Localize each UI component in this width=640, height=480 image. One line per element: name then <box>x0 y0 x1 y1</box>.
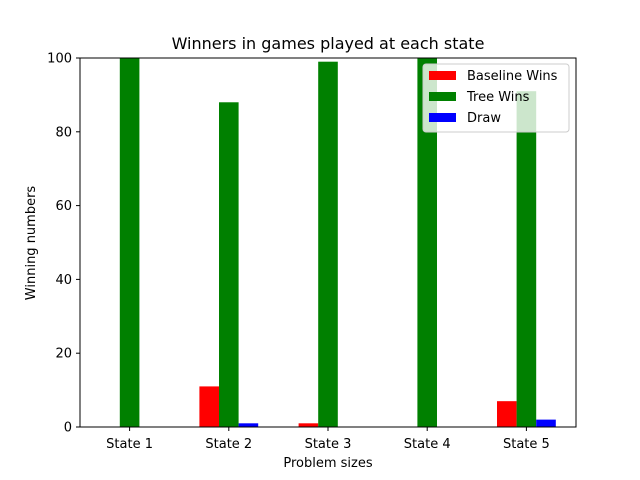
legend-swatch-baseline-wins <box>429 71 456 80</box>
legend-label-baseline-wins: Baseline Wins <box>467 69 558 84</box>
chart-title: Winners in games played at each state <box>172 34 485 53</box>
bar-tree-wins-state-3 <box>318 61 338 427</box>
x-tick-label: State 1 <box>106 437 153 452</box>
bar-baseline-wins-state-5 <box>497 401 517 427</box>
legend-swatch-draw <box>429 113 456 122</box>
y-tick-label: 40 <box>55 273 72 288</box>
y-tick-label: 20 <box>55 347 72 362</box>
bar-tree-wins-state-4 <box>417 58 437 427</box>
x-axis-label: Problem sizes <box>283 456 372 471</box>
y-tick-label: 60 <box>55 199 72 214</box>
x-tick-label: State 5 <box>503 437 550 452</box>
x-tick-label: State 2 <box>205 437 252 452</box>
legend-label-tree-wins: Tree Wins <box>466 90 530 105</box>
y-axis-label: Winning numbers <box>24 186 39 301</box>
x-tick-label: State 4 <box>404 437 451 452</box>
legend-label-draw: Draw <box>467 111 501 126</box>
bar-draw-state-2 <box>238 423 259 427</box>
legend-swatch-tree-wins <box>429 92 456 101</box>
axes: State 1 State 2 State 3 State 4 State 5 0 20 40… <box>47 52 577 452</box>
y-tick-label: 100 <box>47 52 72 67</box>
bar-tree-wins-state-2 <box>219 102 239 427</box>
legend: Baseline Wins Tree Wins Draw <box>422 63 570 133</box>
y-tick-label: 80 <box>55 125 72 140</box>
bar-baseline-wins-state-3 <box>298 423 319 427</box>
bar-baseline-wins-state-2 <box>199 386 219 427</box>
bar-tree-wins-state-1 <box>119 58 140 427</box>
y-tick-label: 0 <box>64 421 72 436</box>
bar-tree-wins-state-5 <box>516 91 537 428</box>
bar-draw-state-5 <box>536 419 556 427</box>
legend-box <box>422 63 570 133</box>
x-tick-label: State 3 <box>305 437 352 452</box>
plot-area <box>119 58 556 428</box>
